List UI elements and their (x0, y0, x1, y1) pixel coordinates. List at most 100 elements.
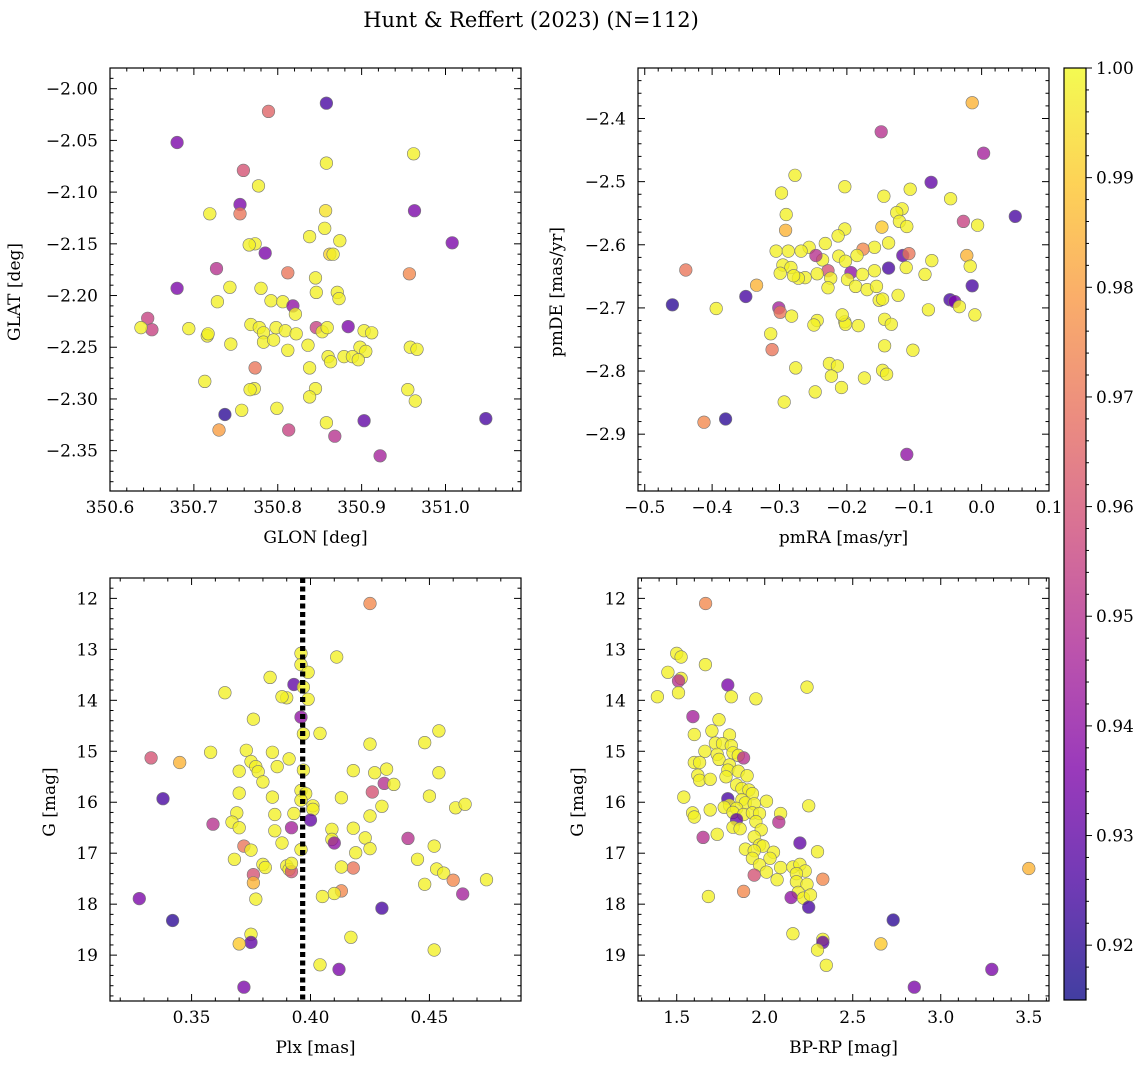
scatter-point (282, 423, 296, 437)
scatter-point (770, 873, 784, 887)
scatter-point (838, 254, 853, 268)
scatter-point (784, 309, 799, 323)
scatter-point (265, 790, 280, 804)
y-tick-label: −2.4 (585, 110, 626, 130)
colorbar-tick-label: 0.93 (1096, 827, 1134, 847)
scatter-point (363, 809, 377, 823)
scatter-point (830, 359, 845, 373)
scatter-point (900, 219, 914, 234)
scatter-point (170, 135, 184, 150)
scatter-point (835, 308, 849, 322)
scatter-point (432, 724, 446, 738)
scatter-point (850, 248, 864, 263)
scatter-point (855, 267, 870, 282)
scatter-point (809, 248, 823, 263)
axes-frame (109, 67, 522, 492)
scatter-point (156, 792, 170, 806)
scatter-point (270, 401, 284, 415)
panel-bprp-g: 1.5 2.0 2.5 3.0 3.5 12 13 14 15 16 17 18 19 BP-RP [ma… (568, 577, 1050, 1058)
scatter-point (698, 657, 713, 672)
scatter-point (244, 935, 258, 950)
scatter-point (877, 339, 892, 353)
scatter-point (661, 665, 675, 679)
y-tick-label: −2.9 (585, 425, 626, 445)
scatter-point (818, 236, 832, 251)
y-tick-label: 14 (604, 691, 626, 711)
scatter-point (719, 770, 733, 784)
scatter-point (432, 766, 446, 780)
scatter-point (407, 204, 422, 218)
scatter-point (341, 320, 355, 334)
scatter-point (408, 394, 422, 408)
scatter-point (344, 930, 358, 944)
scatter-point (227, 852, 241, 866)
x-tick-label: 1.5 (663, 1008, 690, 1028)
colorbar-tick-label: 0.97 (1096, 388, 1134, 408)
x-tick-label: 0.1 (1035, 498, 1062, 518)
scatter-point (243, 383, 257, 397)
scatter-point (203, 207, 217, 221)
scatter-point (924, 175, 938, 189)
scatter-point (943, 192, 958, 206)
scatter-point (410, 852, 425, 866)
scatter-point (686, 709, 700, 724)
scatter-point (665, 298, 680, 312)
scatter-point (733, 822, 747, 836)
colorbar-tick-label: 0.96 (1096, 498, 1134, 518)
scatter-point (224, 337, 238, 351)
scatter-point (749, 692, 763, 706)
scatter-point (380, 762, 394, 776)
scatter-point (401, 383, 415, 397)
scatter-point (703, 772, 717, 786)
scatter-point (232, 786, 246, 800)
colorbar-tick-label: 1.00 (1096, 59, 1134, 79)
scatter-point (803, 888, 818, 902)
scatter-point (458, 797, 472, 811)
scatter-point (869, 279, 884, 294)
scatter-point (357, 414, 371, 428)
scatter-point (788, 168, 802, 182)
scatter-point (251, 179, 266, 193)
scatter-point (696, 830, 710, 845)
scatter-point (284, 856, 299, 871)
scatter-point (256, 775, 270, 789)
scatter-point (918, 267, 932, 282)
x-tick-label: 351.0 (421, 498, 470, 518)
scatter-point (218, 407, 232, 422)
scatter-point (772, 815, 786, 829)
scatter-point (881, 236, 896, 250)
scatter-point (333, 234, 347, 248)
scatter-point (881, 261, 896, 275)
scatter-point (963, 259, 977, 273)
x-axis-label: BP-RP [mag] (789, 1038, 898, 1058)
scatter-points (132, 596, 494, 994)
panel-glon-glat: 350.6 350.7 350.8 350.9 351.0 −2.35 −2.30 −2.25… (5, 67, 522, 548)
x-axis-label: pmRA [mas/yr] (779, 528, 908, 548)
x-tick-label: 350.8 (253, 498, 302, 518)
scatter-point (784, 890, 798, 905)
scatter-point (965, 279, 979, 293)
scatter-point (281, 343, 295, 357)
scatter-point (970, 218, 985, 232)
scatter-point (794, 244, 808, 258)
scatter-point (210, 295, 224, 309)
scatter-point (747, 868, 761, 882)
scatter-point (141, 311, 155, 325)
x-tick-label: 0.45 (410, 1008, 448, 1028)
y-tick-label: −2.6 (585, 236, 626, 256)
scatter-point (821, 281, 835, 295)
y-tick-label: −2.15 (46, 235, 98, 255)
scatter-point (793, 836, 807, 850)
y-tick-label: 17 (604, 844, 626, 864)
scatter-point (687, 810, 701, 824)
scatter-point (773, 305, 787, 319)
scatter-point (239, 743, 253, 757)
scatter-point (446, 873, 460, 887)
axes-frame (637, 577, 1050, 1002)
scatter-point (422, 789, 437, 803)
scatter-point (275, 690, 289, 704)
y-tick-label: −2.5 (585, 173, 626, 193)
scatter-point (956, 214, 971, 228)
scatter-point (875, 292, 890, 306)
scatter-point (328, 429, 342, 443)
